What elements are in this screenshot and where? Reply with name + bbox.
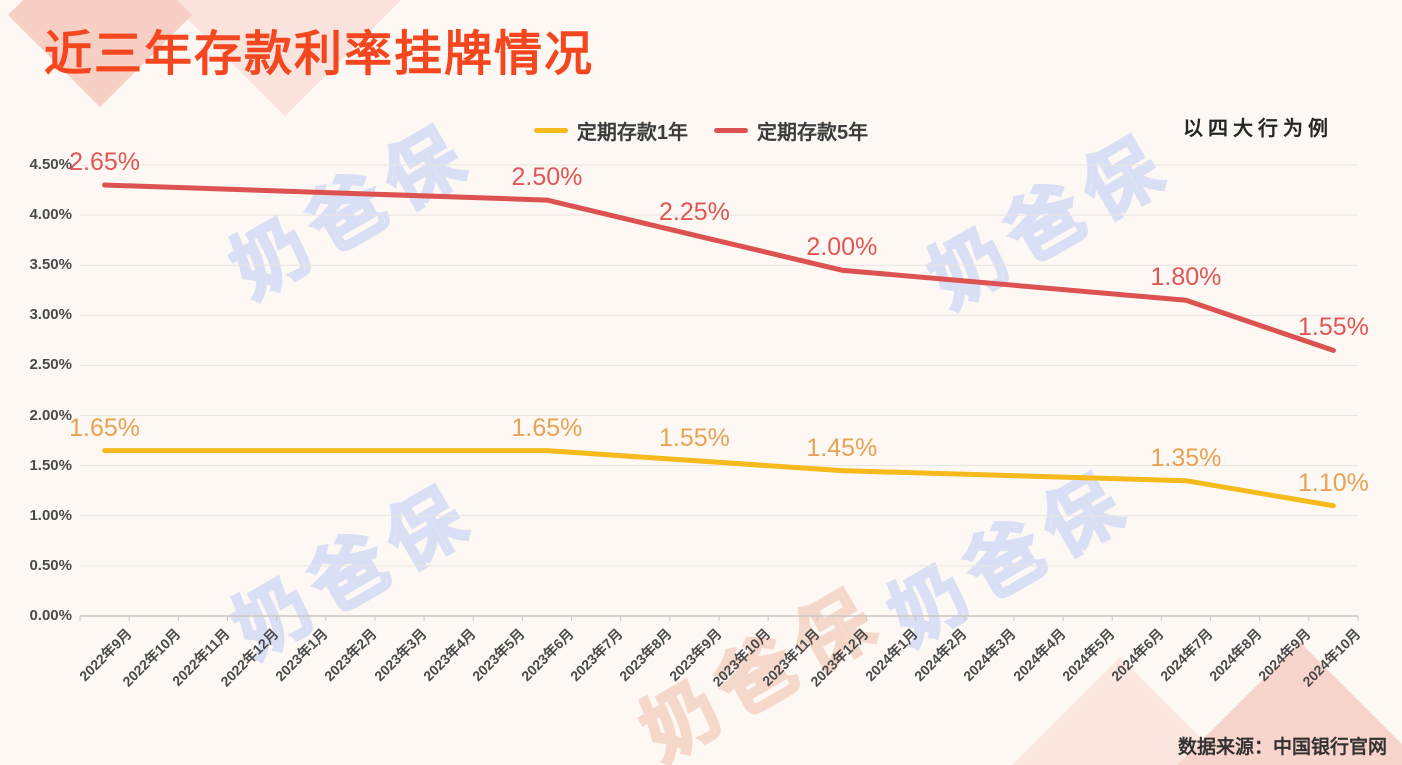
- y-axis-label: 0.50%: [29, 556, 72, 574]
- y-axis-label: 0.00%: [29, 607, 72, 624]
- legend: 定期存款1年 定期存款5年: [0, 116, 1402, 145]
- x-axis-label: 2024年4月: [1009, 625, 1069, 685]
- chart-note: 以四大行为例: [1183, 118, 1333, 140]
- y-axis-label: 4.50%: [29, 156, 72, 173]
- x-axis-label: 2023年3月: [370, 625, 430, 685]
- legend-label-5yr: 定期存款5年: [757, 122, 869, 144]
- data-point-label: 1.80%: [1150, 263, 1222, 292]
- data-point-label: 1.45%: [806, 433, 878, 462]
- y-axis-label: 2.50%: [29, 356, 72, 374]
- x-axis-label: 2023年5月: [468, 625, 528, 685]
- data-point-label: 1.55%: [658, 423, 730, 452]
- data-point-label: 2.65%: [69, 148, 141, 177]
- watermark-text: 奶爸保: [626, 570, 899, 765]
- x-axis-label: 2024年7月: [1157, 625, 1216, 685]
- legend-swatch-5yr-icon: [714, 128, 748, 133]
- data-point-label: 1.55%: [1297, 313, 1369, 342]
- y-axis-label: 1.50%: [29, 456, 72, 474]
- series-line-1: [102, 448, 1336, 509]
- data-point-label: 1.65%: [511, 413, 583, 442]
- x-axis-label: 2023年4月: [419, 625, 479, 685]
- y-axis-label: 2.00%: [29, 406, 72, 424]
- data-point-label: 1.35%: [1150, 443, 1222, 472]
- data-point-label: 2.00%: [806, 233, 878, 262]
- legend-swatch-1yr-icon: [533, 128, 568, 133]
- data-point-label: 2.25%: [658, 198, 730, 227]
- y-axis-label: 1.00%: [29, 506, 72, 524]
- data-source-note: 数据来源：中国银行官网: [1178, 737, 1388, 758]
- x-axis-label: 2024年8月: [1206, 625, 1265, 685]
- y-axis-label: 3.50%: [29, 256, 72, 274]
- x-axis-label: 2023年6月: [518, 625, 577, 685]
- y-axis-label: 3.00%: [29, 306, 72, 324]
- legend-label-1yr: 定期存款1年: [576, 122, 688, 144]
- data-point-label: 1.65%: [69, 413, 141, 442]
- data-point-label: 1.10%: [1297, 468, 1369, 497]
- legend-item-5yr: 定期存款5年: [714, 116, 868, 145]
- x-axis-label: 2023年7月: [567, 625, 626, 685]
- y-axis-label: 4.00%: [29, 206, 72, 224]
- chart-title: 近三年存款利率挂牌情况: [44, 28, 595, 81]
- data-point-label: 2.50%: [511, 163, 583, 192]
- legend-item-1yr: 定期存款1年: [533, 116, 688, 145]
